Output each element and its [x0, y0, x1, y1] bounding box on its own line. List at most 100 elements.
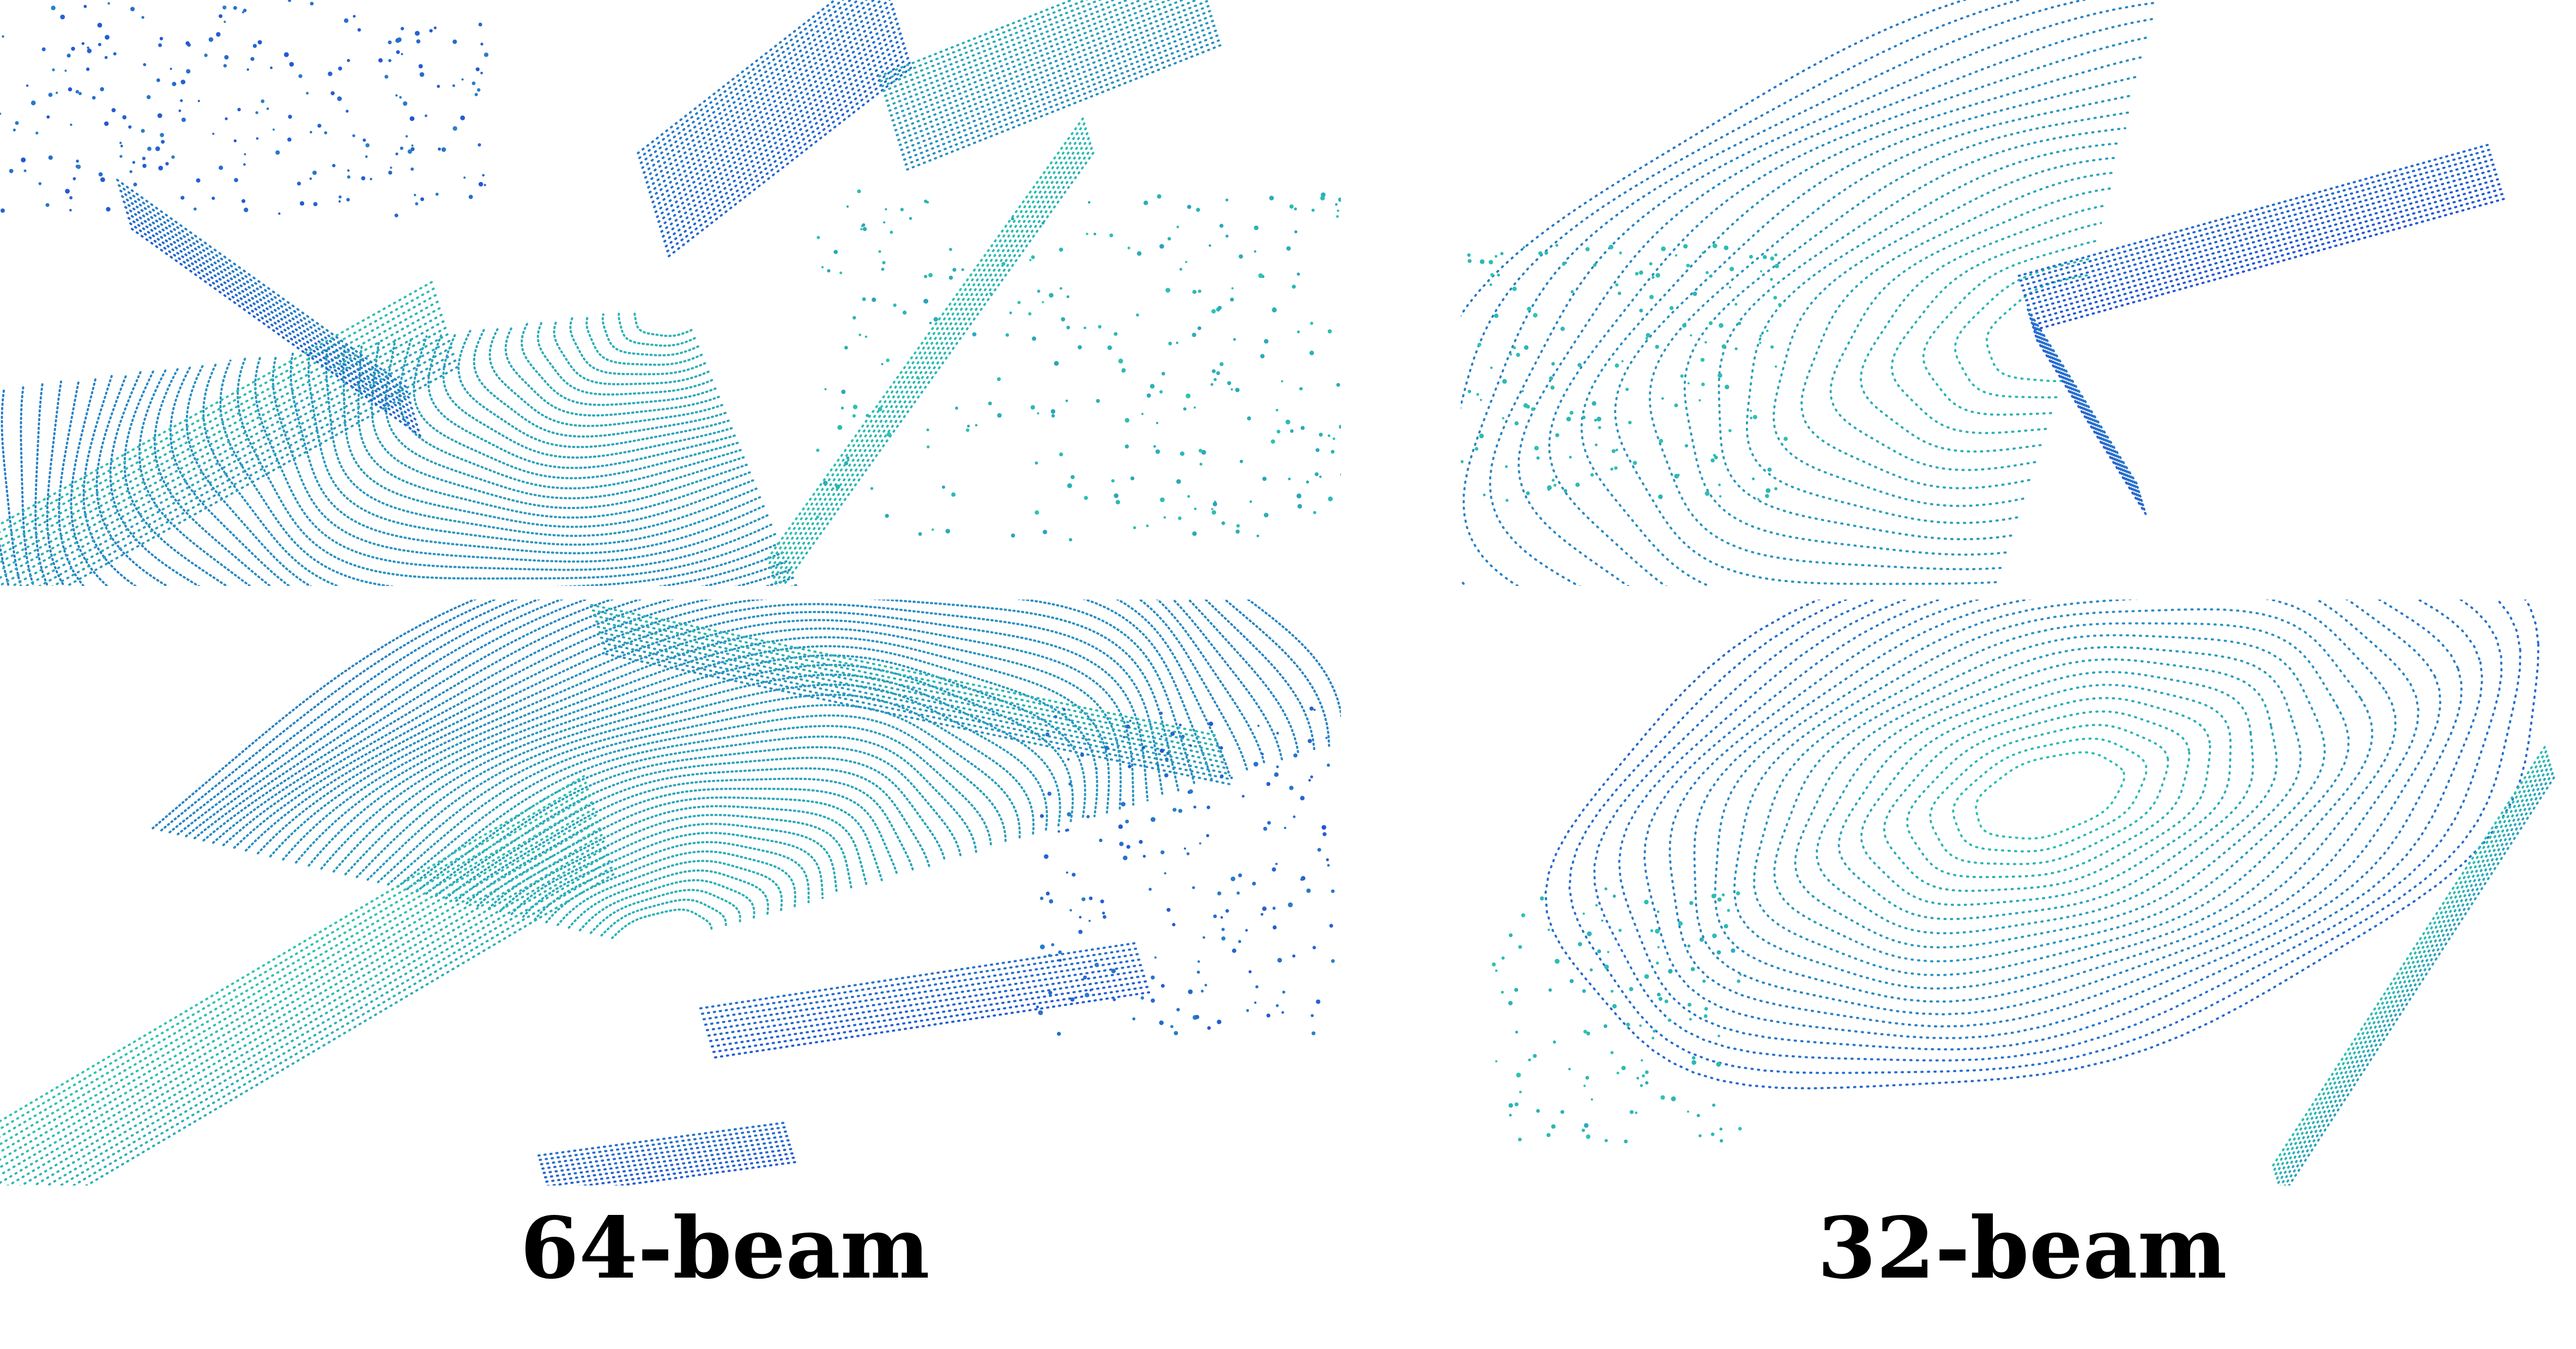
- scatter-point: [1650, 929, 1654, 933]
- scan-ring: [1648, 94, 2135, 571]
- building-wall-points: [603, 648, 1232, 781]
- scatter-point: [1306, 888, 1311, 893]
- scatter-point: [1544, 251, 1549, 255]
- scatter-point: [1635, 1111, 1638, 1114]
- scatter-point: [370, 178, 372, 180]
- scatter-point: [1661, 397, 1664, 400]
- scatter-point: [338, 195, 342, 199]
- scatter-point: [298, 74, 303, 78]
- scatter-point: [1614, 466, 1618, 470]
- scatter-point: [1066, 828, 1069, 832]
- scatter-point: [1717, 897, 1722, 902]
- scatter-point: [1778, 303, 1782, 307]
- scatter-point: [1124, 418, 1129, 423]
- scatter-point: [1534, 446, 1539, 451]
- road-edge-points: [2032, 193, 2504, 326]
- scatter-point: [1319, 432, 1323, 437]
- scatter-point: [1039, 944, 1045, 949]
- scatter-point: [1005, 333, 1009, 337]
- scatter-point: [100, 87, 104, 92]
- scatter-point: [1126, 724, 1130, 729]
- scatter-point: [1282, 990, 1285, 994]
- scatter-point: [1284, 826, 1286, 830]
- scatter-point: [835, 484, 840, 489]
- scatter-point: [1765, 488, 1771, 493]
- scatter-point: [1659, 439, 1664, 443]
- scatter-point: [816, 449, 820, 452]
- building-wall-points: [896, 9, 1214, 136]
- scatter-point: [1489, 283, 1492, 286]
- scatter-point: [1192, 531, 1197, 536]
- scan-ring: [1461, 0, 2023, 586]
- scatter-point: [478, 22, 482, 27]
- scatter-point: [1708, 321, 1713, 325]
- scan-ring: [212, 600, 1231, 844]
- scatter-point: [1292, 954, 1296, 958]
- scatter-point: [1293, 815, 1296, 818]
- scatter-point: [1233, 338, 1236, 341]
- scatter-point: [1587, 931, 1592, 936]
- scatter-point: [1612, 1004, 1617, 1009]
- scatter-point: [949, 247, 952, 251]
- scatter-point: [120, 144, 123, 148]
- scatter-point: [256, 137, 259, 140]
- scatter-point: [1586, 1134, 1591, 1139]
- scatter-point: [104, 56, 108, 59]
- scan-ring: [289, 352, 765, 555]
- scatter-point: [216, 32, 221, 37]
- scatter-point: [401, 53, 403, 56]
- scatter-point: [1583, 1085, 1586, 1087]
- scatter-point: [823, 481, 828, 486]
- scatter-point: [270, 66, 273, 69]
- road-edge-points: [24, 346, 454, 586]
- scatter-point: [1009, 311, 1012, 314]
- scatter-point: [1168, 341, 1172, 346]
- road-edge-points: [2022, 159, 2493, 292]
- scatter-point: [1522, 246, 1526, 249]
- curb-points: [121, 195, 412, 404]
- scatter-point: [1338, 197, 1341, 202]
- building-wall-points: [643, 0, 868, 174]
- scatter-point: [1197, 326, 1201, 330]
- scatter-point: [1639, 1024, 1642, 1027]
- scatter-point: [1236, 524, 1240, 528]
- scatter-point: [1652, 1037, 1655, 1039]
- scatter-point: [1176, 226, 1180, 228]
- scatter-point: [1225, 909, 1229, 913]
- curb-points: [542, 1139, 790, 1174]
- curb-points: [547, 1152, 794, 1185]
- scatter-point: [1621, 1066, 1626, 1070]
- scatter-point: [425, 114, 427, 117]
- scatter-point: [1219, 746, 1223, 750]
- scan-ring: [1816, 658, 2278, 935]
- building-wall-points: [602, 642, 1231, 775]
- scatter-point: [1479, 259, 1485, 264]
- scatter-point: [1038, 1010, 1043, 1015]
- scatter-point: [159, 37, 164, 41]
- scatter-point: [98, 172, 103, 177]
- building-wall-points: [881, 0, 1103, 87]
- scatter-point: [1636, 1076, 1640, 1080]
- scatter-point: [1553, 483, 1557, 487]
- scatter-point: [1277, 958, 1282, 963]
- scatter-point: [1219, 223, 1224, 228]
- scatter-point: [1067, 812, 1072, 817]
- scatter-point: [1467, 390, 1472, 394]
- scatter-point: [1159, 390, 1163, 394]
- scatter-point: [1618, 929, 1622, 932]
- scatter-point: [1703, 1014, 1708, 1018]
- road-edge-points: [71, 867, 613, 1185]
- scatter-point: [204, 53, 208, 57]
- scatter-point: [1642, 1074, 1645, 1078]
- scatter-point: [156, 78, 160, 82]
- scatter-point: [395, 94, 398, 97]
- scan-ring: [325, 347, 758, 537]
- scan-ring: [1, 388, 22, 586]
- building-wall-points: [663, 50, 911, 243]
- scatter-point: [1290, 429, 1294, 433]
- scatter-point: [211, 196, 215, 200]
- scatter-point: [1502, 417, 1504, 420]
- scatter-point: [1256, 534, 1260, 537]
- scatter-point: [1212, 369, 1216, 373]
- scatter-point: [1255, 985, 1259, 989]
